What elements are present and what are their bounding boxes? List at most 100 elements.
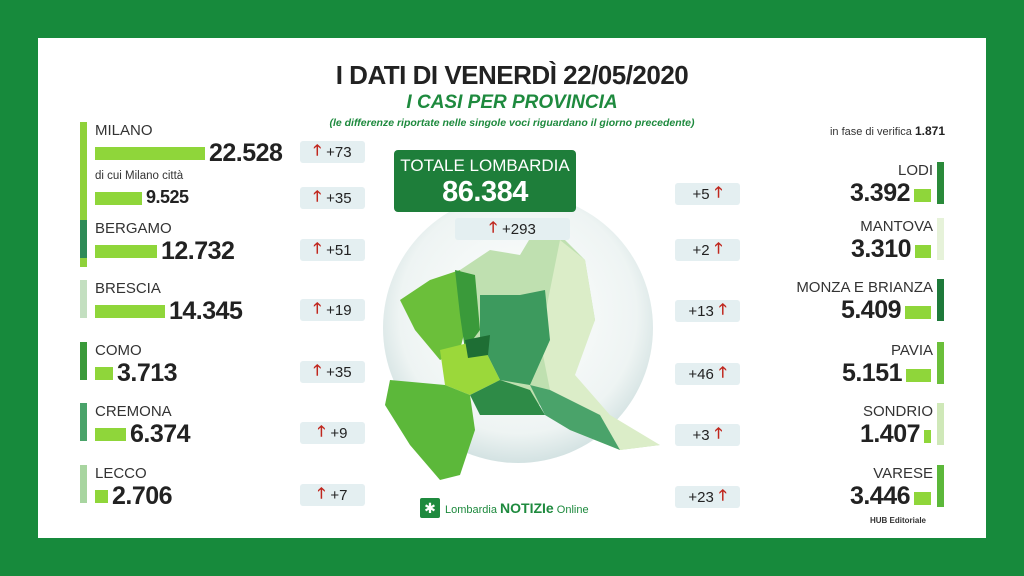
province-name: BRESCIA	[95, 280, 161, 297]
arrow-up-icon: 🡑	[317, 422, 326, 440]
case-value: 9.525	[146, 187, 189, 207]
province-name: MONZA E BRIANZA	[796, 279, 933, 296]
credit: HUB Editoriale	[870, 516, 927, 525]
province-name: CREMONA	[95, 403, 172, 420]
delta-value: +9	[330, 424, 348, 442]
case-value: 2.706	[112, 482, 173, 510]
delta-value: +35	[326, 363, 352, 381]
delta-value: +5	[692, 185, 710, 203]
province-name: BERGAMO	[95, 220, 172, 237]
totale-label: TOTALE LOMBARDIA	[400, 156, 570, 175]
arrow-up-icon: 🡑	[489, 218, 497, 236]
case-value: 3.392	[849, 179, 911, 207]
delta-value: +293	[502, 220, 536, 238]
case-bar	[905, 306, 931, 319]
map-region-monza	[465, 335, 490, 358]
logo-text-bold: NOTIZIe	[500, 500, 554, 516]
map-region-como	[455, 270, 480, 350]
map-region-mantova-brescia	[540, 240, 660, 450]
case-bar	[914, 492, 931, 505]
delta-value: +46	[688, 365, 714, 383]
delta-badge: +23 🡑	[675, 486, 740, 508]
arrow-up-icon: 🡑	[714, 239, 723, 257]
lombardia-map	[383, 200, 660, 480]
delta-value: +73	[326, 143, 352, 161]
map-region-cremona	[530, 385, 620, 450]
case-bar	[95, 490, 108, 503]
arrow-up-icon: 🡑	[313, 141, 322, 159]
case-bar	[924, 430, 931, 443]
delta-badge: 🡑 +35	[300, 187, 365, 209]
delta-badge: +2 🡑	[675, 239, 740, 261]
delta-badge: +13 🡑	[675, 300, 740, 322]
delta-badge: 🡑 +19	[300, 299, 365, 321]
verifica-label: in fase di verifica	[829, 126, 912, 138]
delta-badge: 🡑 +35	[300, 361, 365, 383]
page-subtitle: I CASI PER PROVINCIA	[406, 92, 618, 113]
delta-badge: 🡑 +7	[300, 484, 365, 506]
delta-badge: +3 🡑	[675, 424, 740, 446]
case-value: 22.528	[209, 139, 283, 167]
side-color-bar	[937, 403, 944, 445]
delta-value: +2	[692, 241, 710, 259]
map-region-lodi	[470, 380, 545, 415]
delta-value: +7	[330, 486, 348, 504]
side-color-bar	[80, 220, 87, 258]
side-color-bar	[80, 342, 87, 380]
arrow-up-icon: 🡑	[313, 239, 322, 257]
province-name: VARESE	[873, 465, 933, 482]
delta-value: +23	[688, 488, 714, 506]
case-value: 12.732	[161, 237, 235, 265]
map-region-bergamo	[480, 290, 550, 385]
delta-value: +19	[326, 301, 352, 319]
arrow-up-icon: 🡑	[313, 299, 322, 317]
verifica-text: in fase di verifica 1.871	[790, 124, 945, 138]
page-title: I DATI DI VENERDÌ 22/05/2020	[335, 60, 689, 90]
province-name: COMO	[95, 342, 142, 359]
delta-badge: +46 🡑	[675, 363, 740, 385]
case-bar	[906, 369, 931, 382]
case-bar	[915, 245, 931, 258]
province-name: LODI	[897, 162, 933, 179]
logo-text: Lombardia	[445, 504, 497, 516]
side-color-bar	[80, 280, 87, 318]
arrow-up-icon: 🡑	[313, 187, 322, 205]
province-name: MILANO	[95, 122, 153, 139]
totale-delta-badge: 🡑 +293	[455, 218, 570, 240]
delta-badge: 🡑 +51	[300, 239, 365, 261]
totale-lombardia-box: TOTALE LOMBARDIA 86.384	[394, 150, 576, 212]
delta-badge: +5 🡑	[675, 183, 740, 205]
arrow-up-icon: 🡑	[714, 424, 723, 442]
verifica-value: 1.871	[914, 124, 945, 138]
case-bar	[95, 147, 205, 160]
totale-value: 86.384	[442, 176, 528, 208]
arrow-up-icon: 🡑	[313, 361, 322, 379]
side-color-bar	[80, 465, 87, 503]
case-value: 3.310	[850, 235, 912, 263]
case-value: 5.409	[840, 296, 902, 324]
case-bar	[95, 305, 165, 318]
delta-value: +13	[688, 302, 714, 320]
arrow-up-icon: 🡑	[714, 183, 723, 201]
case-value: 3.446	[849, 482, 911, 510]
side-color-bar	[937, 279, 944, 321]
case-value: 14.345	[169, 297, 243, 325]
delta-badge: 🡑 +73	[300, 141, 365, 163]
logo-icon: ✱	[420, 498, 440, 518]
arrow-up-icon: 🡑	[718, 486, 727, 504]
case-bar	[914, 189, 931, 202]
arrow-up-icon: 🡑	[718, 300, 727, 318]
case-bar	[95, 428, 126, 441]
delta-value: +35	[326, 189, 352, 207]
province-name: SONDRIO	[862, 403, 933, 420]
arrow-up-icon: 🡑	[317, 484, 326, 502]
province-name: MANTOVA	[860, 218, 933, 235]
lombardia-notizie-logo: ✱ Lombardia NOTIZIe Online	[420, 498, 589, 518]
side-color-bar	[80, 122, 87, 267]
side-color-bar	[937, 218, 944, 260]
delta-badge: 🡑 +9	[300, 422, 365, 444]
case-bar	[95, 245, 157, 258]
case-value: 5.151	[841, 359, 903, 387]
side-color-bar	[937, 465, 944, 507]
case-value: 6.374	[130, 420, 191, 448]
